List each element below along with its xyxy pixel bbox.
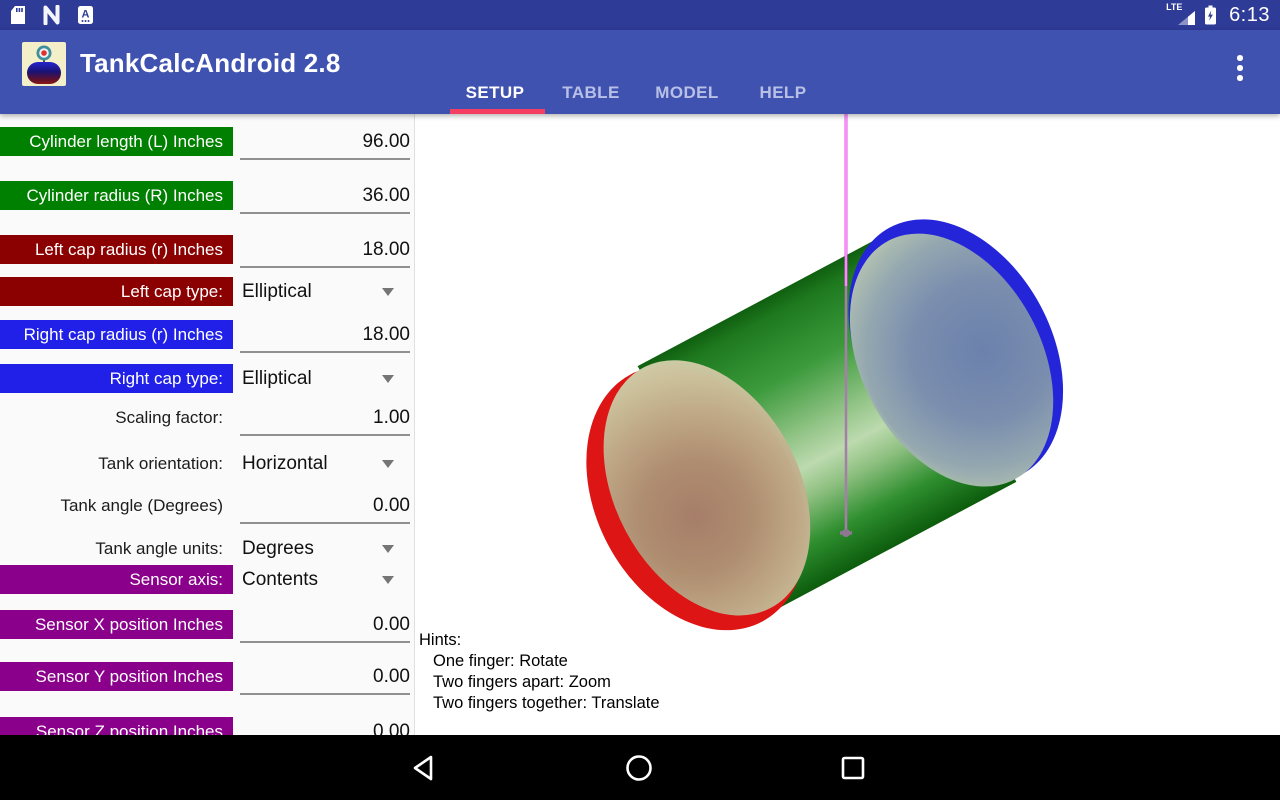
tank-3d-render (586, 114, 1064, 631)
field-label: Right cap type: (0, 364, 233, 393)
form-row: Sensor Y position Inches 0.00 (0, 662, 414, 695)
recents-button[interactable] (808, 735, 898, 800)
sensor-line (840, 114, 852, 537)
android-n-icon (43, 5, 60, 25)
tank-angle-units-spinner[interactable]: Degrees (235, 534, 410, 563)
chevron-down-icon (382, 460, 394, 468)
home-icon (626, 754, 652, 781)
cylinder-radius-input[interactable]: 36.00 (240, 181, 410, 214)
app-a-icon: A (78, 6, 93, 24)
cylinder-length-input[interactable]: 96.00 (240, 127, 410, 160)
field-label: Left cap radius (r) Inches (0, 235, 233, 264)
field-label: Right cap radius (r) Inches (0, 320, 233, 349)
form-row: Cylinder length (L) Inches 96.00 (0, 127, 414, 160)
chevron-down-icon (382, 288, 394, 296)
form-row: Right cap radius (r) Inches 18.00 (0, 320, 414, 353)
chevron-down-icon (382, 576, 394, 584)
form-row: Tank orientation: Horizontal (0, 449, 414, 478)
field-label: Sensor X position Inches (0, 610, 233, 639)
form-row: Left cap type: Elliptical (0, 277, 414, 306)
field-label: Cylinder length (L) Inches (0, 127, 233, 156)
status-bar-left: A (10, 0, 94, 30)
field-label: Sensor Y position Inches (0, 662, 233, 691)
setup-form-panel: Cylinder length (L) Inches 96.00 Cylinde… (0, 114, 415, 735)
recents-icon (841, 756, 865, 779)
tab-help[interactable]: HELP (759, 83, 807, 102)
back-icon (413, 755, 433, 780)
page-title: TankCalcAndroid 2.8 (80, 48, 341, 78)
clock: 6:13 (1229, 3, 1270, 26)
back-button[interactable] (378, 735, 468, 800)
sensor-x-input[interactable]: 0.00 (240, 610, 410, 643)
sdcard-icon (11, 6, 25, 24)
hint-line: Two fingers apart: Zoom (433, 673, 611, 691)
gesture-hints: Hints: One finger: Rotate Two fingers ap… (419, 630, 660, 714)
home-button[interactable] (594, 735, 684, 800)
form-row: Tank angle units: Degrees (0, 534, 414, 563)
hint-line: Two fingers together: Translate (433, 694, 660, 712)
svg-text:A: A (82, 9, 90, 21)
field-label: Tank angle units: (95, 539, 223, 558)
tab-model[interactable]: MODEL (655, 83, 719, 102)
tab-table[interactable]: TABLE (562, 83, 620, 102)
field-label: Sensor axis: (0, 565, 233, 594)
tab-setup[interactable]: SETUP (465, 83, 525, 102)
field-label: Scaling factor: (115, 408, 223, 427)
network-type-label: LTE (1166, 2, 1183, 12)
chevron-down-icon (382, 375, 394, 383)
app-bar: TankCalcAndroid 2.8 SETUP TABLE MODEL HE… (0, 30, 1280, 114)
tank-angle-input[interactable]: 0.00 (240, 491, 410, 524)
form-row: Right cap type: Elliptical (0, 364, 414, 393)
tab-indicator (450, 109, 545, 114)
field-label: Sensor Z position Inches (0, 717, 233, 735)
field-label: Left cap type: (0, 277, 233, 306)
status-bar-right: LTE 6:13 (1166, 0, 1270, 30)
navigation-bar (0, 735, 1280, 800)
form-row: Sensor Z position Inches 0.00 (0, 717, 414, 735)
hint-line: Hints: (419, 631, 462, 649)
overflow-menu-icon[interactable] (1228, 50, 1252, 86)
sensor-y-input[interactable]: 0.00 (240, 662, 410, 695)
sensor-z-input[interactable]: 0.00 (240, 717, 410, 735)
sensor-axis-spinner[interactable]: Contents (235, 565, 410, 594)
tab-bar: SETUP TABLE MODEL HELP (447, 80, 831, 114)
form-row: Sensor X position Inches 0.00 (0, 610, 414, 643)
form-row: Cylinder radius (R) Inches 36.00 (0, 181, 414, 214)
chevron-down-icon (382, 545, 394, 553)
content-area: Cylinder length (L) Inches 96.00 Cylinde… (0, 114, 1280, 735)
status-bar: A LTE 6:13 (0, 0, 1280, 30)
signal-lte-icon: LTE (1166, 3, 1196, 27)
app-logo-icon (22, 42, 66, 86)
field-label: Cylinder radius (R) Inches (0, 181, 233, 210)
right-cap-type-spinner[interactable]: Elliptical (235, 364, 410, 393)
field-label: Tank orientation: (98, 454, 223, 473)
field-label: Tank angle (Degrees) (60, 496, 223, 515)
form-row: Left cap radius (r) Inches 18.00 (0, 235, 414, 268)
tank-orientation-spinner[interactable]: Horizontal (235, 449, 410, 478)
hint-line: One finger: Rotate (433, 652, 568, 670)
left-cap-radius-input[interactable]: 18.00 (240, 235, 410, 268)
scaling-factor-input[interactable]: 1.00 (240, 403, 410, 436)
left-cap-type-spinner[interactable]: Elliptical (235, 277, 410, 306)
form-row: Scaling factor: 1.00 (0, 403, 414, 436)
battery-charging-icon (1205, 5, 1217, 25)
right-cap-radius-input[interactable]: 18.00 (240, 320, 410, 353)
model-viewport[interactable]: Hints: One finger: Rotate Two fingers ap… (415, 114, 1280, 735)
form-row: Sensor axis: Contents (0, 565, 414, 594)
form-row: Tank angle (Degrees) 0.00 (0, 491, 414, 524)
